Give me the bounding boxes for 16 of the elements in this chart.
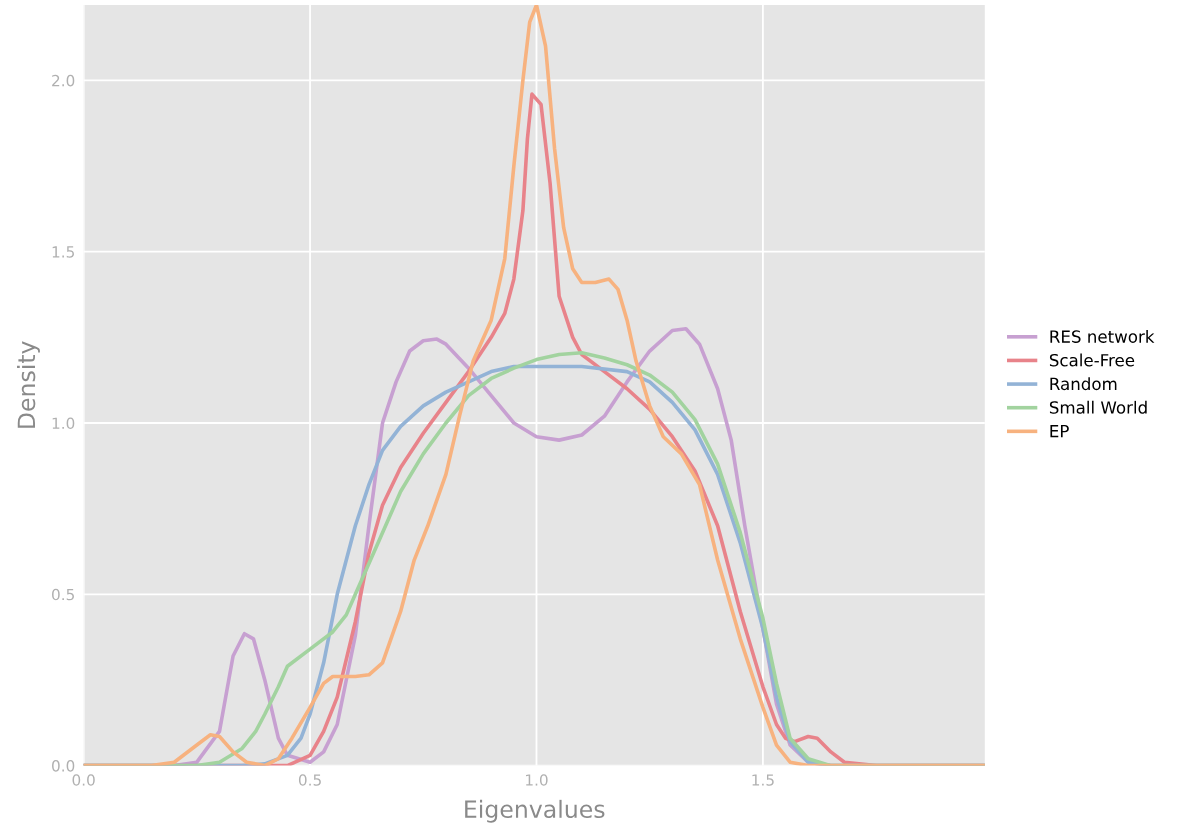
y-tick-label: 2.0: [52, 74, 75, 87]
x-tick-label: 0.0: [72, 774, 95, 786]
x-tick-label: 0.5: [298, 774, 321, 786]
y-axis-title: Density: [17, 341, 40, 428]
y-tick-label: 0.5: [52, 588, 74, 601]
legend-label: Small World: [1049, 400, 1147, 414]
x-axis-title: Eigenvalues: [465, 799, 605, 823]
legend-label: Scale-Free: [1049, 353, 1135, 367]
y-tick-label: 1.0: [52, 417, 75, 430]
x-tick-label: 1.5: [752, 774, 774, 786]
y-tick-label: 0.0: [52, 760, 75, 772]
y-tick-label: 1.5: [52, 246, 74, 258]
legend-label: EP: [1050, 425, 1069, 438]
x-tick-label: 1.0: [526, 774, 548, 786]
legend-label: Random: [1050, 377, 1117, 391]
legend-label: RES network: [1050, 329, 1155, 343]
